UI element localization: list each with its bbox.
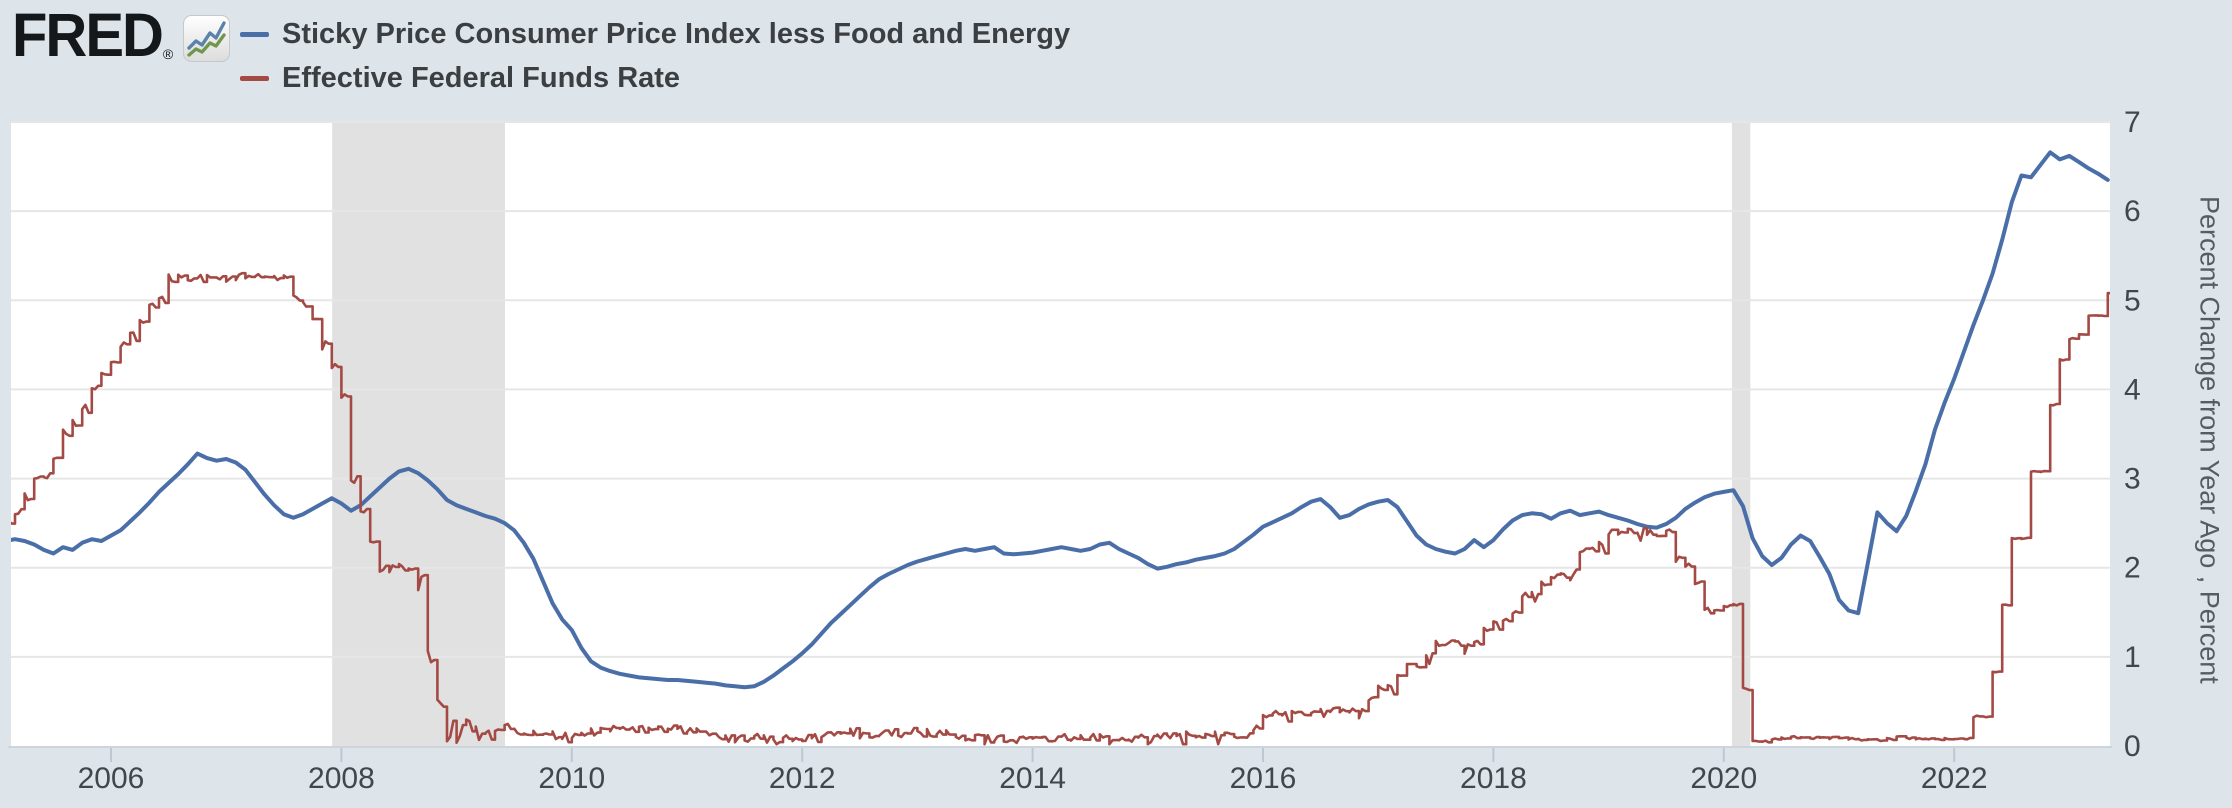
recession-band — [1731, 122, 1751, 746]
fred-logo[interactable]: FRED ® — [12, 1, 231, 70]
x-axis-tick-label: 2022 — [1921, 762, 1988, 795]
y-axis-tick-label: 3 — [2124, 463, 2141, 496]
x-axis-tick-label: 2006 — [78, 762, 145, 795]
x-axis-tick-label: 2018 — [1460, 762, 1527, 795]
x-axis-tick-label: 2016 — [1230, 762, 1297, 795]
chart-legend: Sticky Price Consumer Price Index less F… — [240, 12, 1070, 100]
legend-label-fed-funds: Effective Federal Funds Rate — [282, 61, 681, 94]
y-axis-tick-label: 5 — [2124, 284, 2141, 317]
legend-label-sticky-cpi: Sticky Price Consumer Price Index less F… — [282, 17, 1071, 50]
legend-item-fed-funds[interactable]: Effective Federal Funds Rate — [240, 56, 1070, 100]
y-axis-tick-label: 1 — [2124, 641, 2141, 674]
series-line-fed-funds[interactable] — [5, 271, 2117, 746]
x-axis-tick-label: 2020 — [1690, 762, 1757, 795]
fed-funds-line-swatch — [240, 75, 269, 81]
y-axis-tick-label: 4 — [2124, 373, 2141, 406]
sticky-cpi-line-swatch — [240, 31, 269, 37]
y-axis-tick-label: 7 — [2124, 106, 2141, 139]
legend-item-sticky-cpi[interactable]: Sticky Price Consumer Price Index less F… — [240, 12, 1070, 56]
plot-background — [11, 122, 2110, 746]
fred-sparkline-icon — [183, 15, 231, 67]
registered-trademark-symbol: ® — [162, 46, 174, 62]
y-axis-tick-label: 0 — [2124, 730, 2141, 763]
x-axis-tick-label: 2010 — [538, 762, 605, 795]
y-axis-title: Percent Change from Year Ago , Percent — [2194, 196, 2225, 684]
x-axis-tick-label: 2008 — [308, 762, 375, 795]
y-axis-tick-label: 6 — [2124, 195, 2141, 228]
y-axis-tick-label: 2 — [2124, 552, 2141, 585]
x-axis-tick-label: 2012 — [769, 762, 836, 795]
series-line-sticky-cpi[interactable] — [5, 150, 2110, 690]
x-axis-tick-label: 2014 — [999, 762, 1066, 795]
recession-band — [332, 122, 505, 746]
fred-logo-text: FRED — [12, 1, 164, 70]
